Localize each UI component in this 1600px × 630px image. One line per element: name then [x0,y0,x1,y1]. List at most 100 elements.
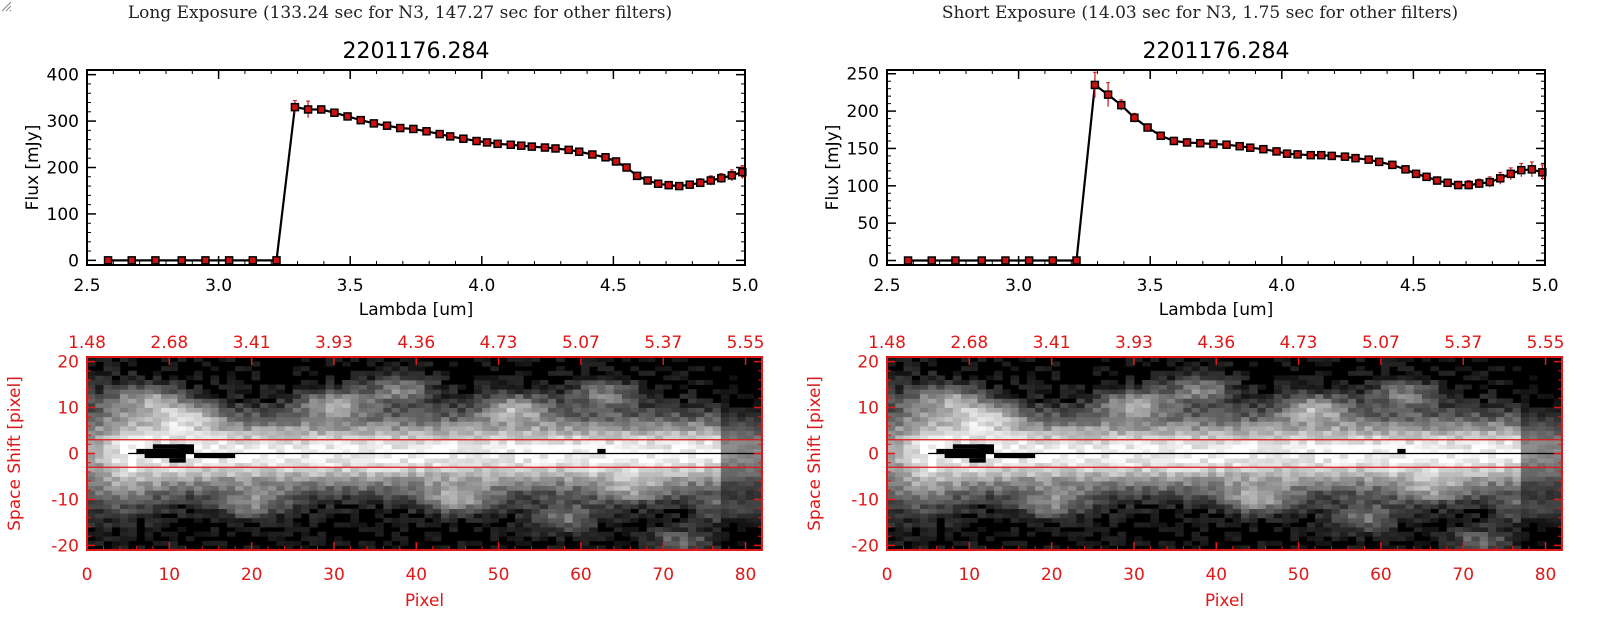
heatmap-cell [391,389,401,395]
heatmap-cell [424,453,434,459]
heatmap-cell [952,375,962,381]
heatmap-cell [366,384,376,390]
heatmap-cell [539,467,549,473]
heatmap-cell [547,430,557,436]
heatmap-cell [1175,439,1184,445]
heatmap-cell [301,435,310,441]
heatmap-cell [1166,370,1176,376]
heatmap-cell [1117,384,1127,390]
heatmap-cell [333,416,343,422]
heatmap-cell [572,499,582,505]
heatmap-cell [696,430,705,436]
heatmap-cell [399,536,409,542]
heatmap-cell [185,430,195,436]
heatmap-cell [1232,471,1242,477]
heatmap-cell [597,490,606,496]
heatmap-cell [317,384,327,390]
heatmap-cell [251,508,261,514]
heatmap-cell [1002,481,1011,487]
heatmap-cell [1191,402,1201,408]
heatmap-cell [515,494,524,500]
heatmap-cell [936,499,946,505]
heatmap-cell [654,485,664,491]
data-point [1411,169,1421,179]
heatmap-cell [515,481,524,487]
heatmap-cell [432,444,442,450]
heatmap-cell [704,379,714,385]
heatmap-cell [440,462,450,468]
heatmap-cell [218,467,228,473]
heatmap-cell [1076,540,1085,546]
heatmap-cell [1208,458,1217,464]
heatmap-cell [498,485,508,491]
heatmap-cell [911,499,921,505]
heatmap-cell [243,448,253,454]
heatmap-cell [482,448,491,454]
heatmap-cell [745,444,755,450]
heatmap-cell [952,485,962,491]
heatmap-cell [605,421,615,427]
heatmap-cell [654,412,664,418]
heatmap-cell [251,527,261,533]
heatmap-cell [243,366,253,372]
heatmap-cell [177,508,187,514]
heatmap-cell [539,458,549,464]
heatmap-cell [226,416,236,422]
heatmap-cell [515,471,524,477]
x-tick-label: 30 [323,565,345,585]
heatmap-cell [1101,467,1110,473]
heatmap-cell [1142,389,1151,395]
heatmap-cell [1084,425,1094,431]
heatmap-cell [1208,471,1217,477]
heatmap-cell [309,540,318,546]
heatmap-cell [1059,439,1069,445]
heatmap-cell [944,435,954,441]
heatmap-cell [268,425,277,431]
heatmap-cell [687,494,697,500]
heatmap-cell [358,375,368,381]
heatmap-cell [903,485,913,491]
heatmap-cell [687,476,697,482]
heatmap-cell [952,517,962,523]
heatmap-cell [243,453,253,459]
heatmap-cell [1043,462,1053,468]
heatmap-cell [301,430,310,436]
heatmap-cell [919,467,929,473]
heatmap-cell [95,476,104,482]
heatmap-cell [712,389,722,395]
heatmap-cell [342,416,351,422]
heatmap-cell [720,517,730,523]
heatmap-cell [144,439,154,445]
heatmap-cell [169,361,178,367]
heatmap-cell [1150,458,1160,464]
heatmap-cell [1043,527,1053,533]
heatmap-cell [440,389,450,395]
heatmap-cell [1191,462,1201,468]
heatmap-cell [1158,490,1168,496]
heatmap-cell [440,412,450,418]
heatmap-cell [539,448,549,454]
heatmap-cell [276,513,285,519]
heatmap-cell [1109,522,1118,528]
heatmap-cell [498,513,508,519]
heatmap-cell [1092,490,1102,496]
heatmap-cell [1158,435,1168,441]
heatmap-cell [317,499,327,505]
heatmap-cell [424,421,434,427]
heatmap-cell [301,421,310,427]
heatmap-cell [1109,513,1118,519]
heatmap-cell [440,444,450,450]
heatmap-cell [597,458,606,464]
heatmap-cell [622,531,631,537]
heatmap-cell [589,490,598,496]
heatmap-cell [1035,425,1044,431]
heatmap-cell [317,494,327,500]
heatmap-cell [712,471,722,477]
heatmap-cell [202,402,211,408]
heatmap-cell [630,453,639,459]
heatmap-cell [226,430,236,436]
heatmap-cell [333,412,343,418]
heatmap-cell [523,494,532,500]
heatmap-cell [729,435,738,441]
